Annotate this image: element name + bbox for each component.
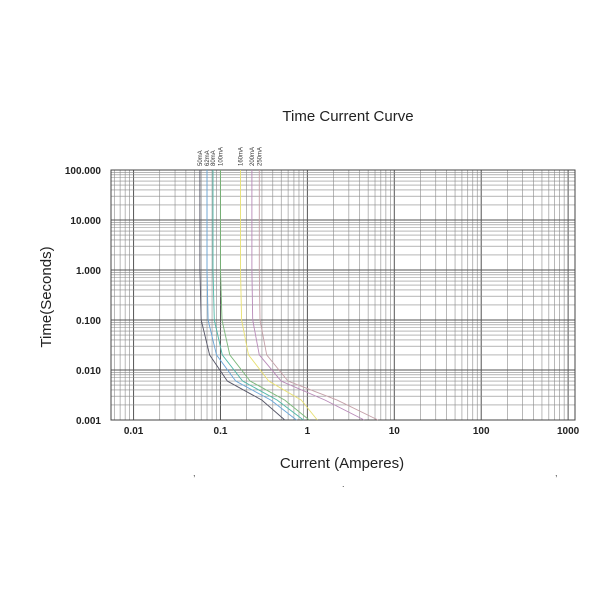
series-label-50mA: 50mA — [198, 150, 204, 166]
stray-mark-1: , — [193, 468, 196, 478]
y-tick-label: 1.000 — [76, 266, 101, 277]
series-label-250mA: 250mA — [257, 147, 263, 166]
series-layer — [199, 170, 379, 421]
y-tick-label: 0.010 — [76, 366, 101, 377]
series-label-160mA: 160mA — [239, 147, 245, 166]
series-line-62mA — [206, 170, 297, 421]
x-tick-label: 1 — [305, 426, 311, 437]
stray-mark-2: . — [342, 479, 345, 489]
series-labels: 50mA 62mA 80mA 100mA 160mA 200mA 250mA — [198, 147, 263, 166]
series-line-80mA — [212, 170, 304, 421]
series-line-200mA — [251, 170, 365, 421]
grid — [110, 169, 576, 421]
x-tick-label: 1000 — [557, 426, 580, 437]
series-label-100mA: 100mA — [219, 147, 225, 166]
series-line-50mA — [199, 170, 286, 421]
x-tick-label: 0.01 — [124, 426, 144, 437]
y-tick-label: 0.100 — [76, 316, 101, 327]
x-axis-label: Current (Amperes) — [280, 455, 404, 472]
stray-mark-3: , — [555, 468, 558, 478]
series-label-62mA: 62mA — [205, 150, 211, 166]
series-line-160mA — [240, 170, 318, 421]
plot-frame — [110, 169, 576, 421]
y-tick-label: 10.000 — [70, 216, 101, 227]
x-tick-label: 0.1 — [214, 426, 228, 437]
tick-labels: 0.01 0.1 1 10 100 1000 100.000 10.000 1.000 0.100… — [65, 166, 580, 437]
series-line-100mA — [220, 170, 310, 421]
y-tick-label: 100.000 — [65, 166, 102, 177]
x-tick-label: 10 — [389, 426, 401, 437]
chart-title: Time Current Curve — [282, 108, 413, 125]
series-label-200mA: 200mA — [250, 147, 256, 166]
series-label-80mA: 80mA — [211, 150, 217, 166]
y-tick-label: 0.001 — [76, 416, 101, 427]
series-line-250mA — [258, 170, 379, 421]
x-tick-label: 100 — [473, 426, 490, 437]
y-axis-label: Time(Seconds) — [38, 246, 55, 347]
